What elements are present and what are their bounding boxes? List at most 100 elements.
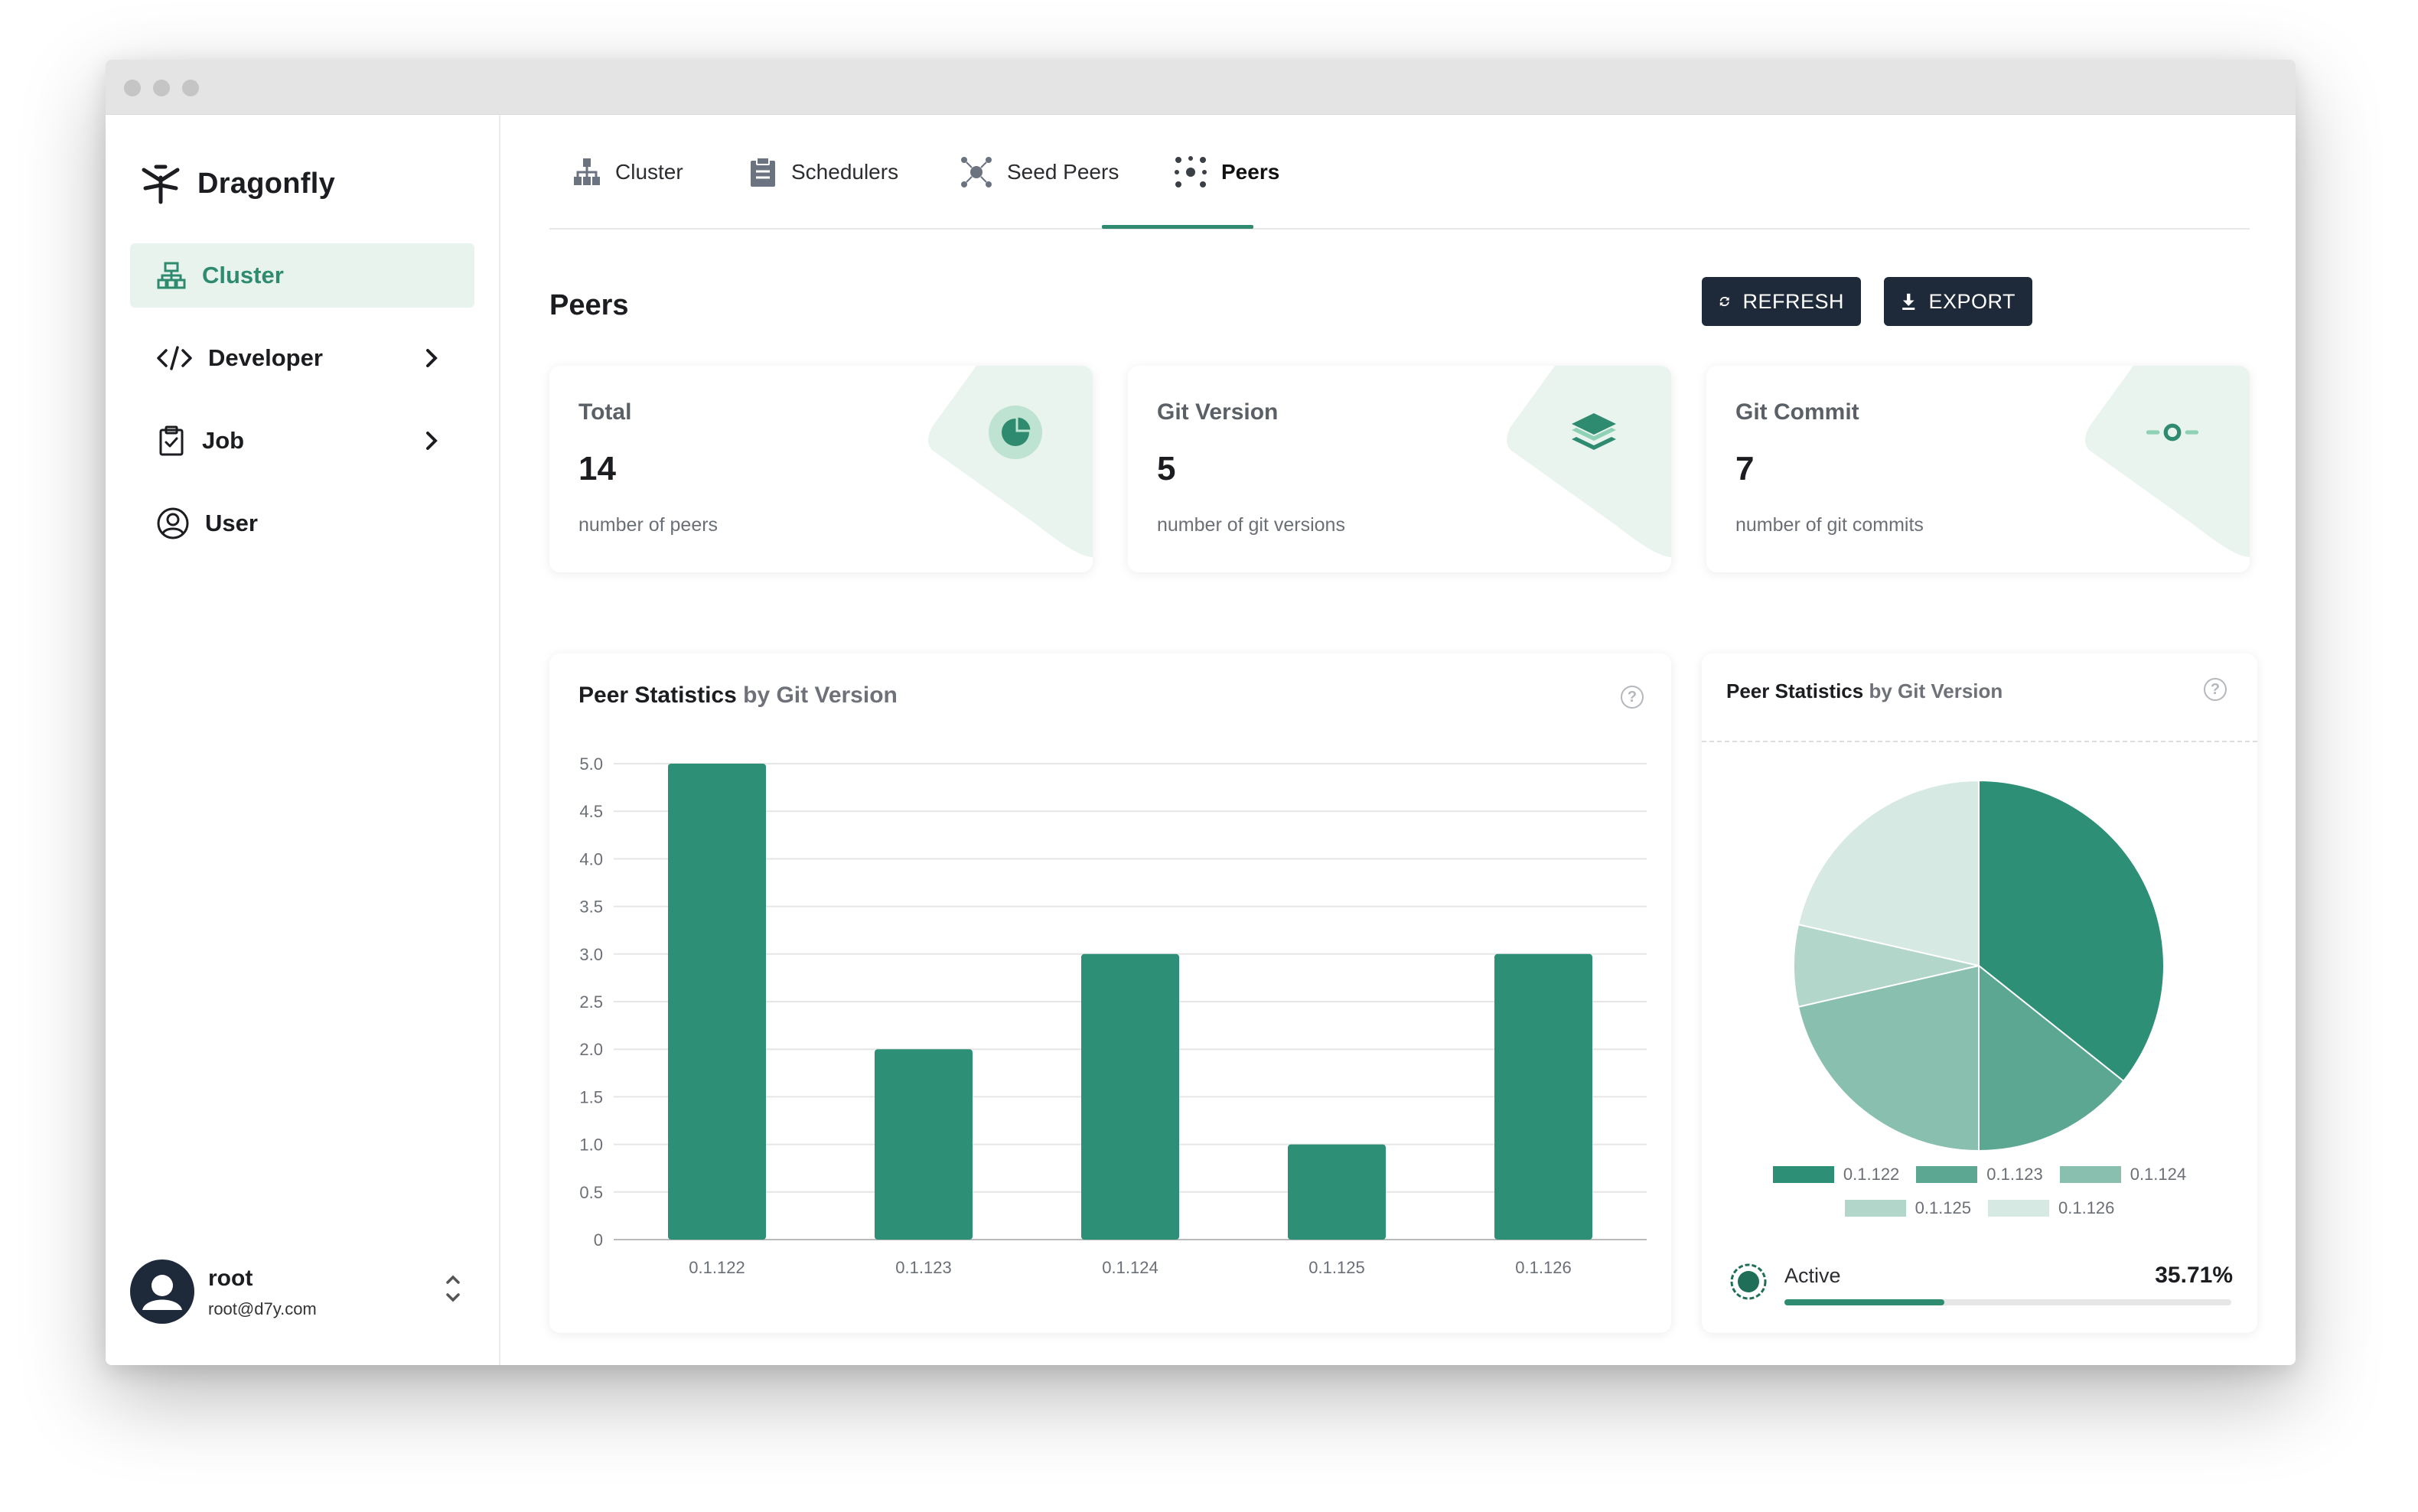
bar[interactable]: [1494, 953, 1592, 1240]
bar[interactable]: [668, 764, 766, 1240]
card-icon: [1567, 406, 1621, 459]
sidebar-item-cluster[interactable]: Cluster: [130, 243, 474, 308]
x-tick-label: 0.1.123: [895, 1258, 951, 1277]
y-tick-label: 1.0: [579, 1136, 603, 1155]
x-tick-label: 0.1.124: [1102, 1258, 1158, 1277]
code-icon: [157, 346, 192, 370]
panel-title-main: Peer Statistics: [578, 683, 737, 708]
tab-seed-peers[interactable]: Seed Peers: [960, 153, 1119, 191]
legend-item[interactable]: 0.1.124: [2059, 1165, 2186, 1185]
window-dot-maximize[interactable]: [182, 80, 199, 96]
sidebar: Dragonfly Cluster Developer: [106, 115, 500, 1365]
export-button[interactable]: EXPORT: [1884, 277, 2032, 326]
chevron-right-icon: [426, 349, 438, 367]
y-tick-label: 3.0: [579, 945, 603, 964]
panel-divider: [1702, 741, 2257, 742]
legend-item[interactable]: 0.1.123: [1916, 1165, 2043, 1185]
card-value: 5: [1157, 450, 1176, 487]
y-tick-label: 1.5: [579, 1087, 603, 1106]
card-value: 7: [1735, 450, 1755, 487]
app-name: Dragonfly: [197, 167, 336, 200]
active-progress-fill: [1784, 1299, 1944, 1305]
y-tick-label: 0: [594, 1230, 603, 1250]
legend-label: 0.1.123: [1986, 1165, 2043, 1184]
window-dot-minimize[interactable]: [153, 80, 170, 96]
page-title: Peers: [549, 289, 629, 321]
legend-label: 0.1.126: [2058, 1198, 2115, 1217]
window-dot-close[interactable]: [124, 80, 141, 96]
x-tick-label: 0.1.125: [1308, 1258, 1364, 1277]
card-icon: [989, 406, 1042, 459]
person-icon: [142, 1275, 182, 1310]
active-percent: 35.71%: [2155, 1263, 2233, 1288]
panel-title-muted: by Git Version: [743, 683, 898, 708]
dragonfly-logo-icon: [142, 165, 180, 204]
user-menu[interactable]: root root@d7y.com: [130, 1255, 474, 1331]
card-title: Total: [578, 399, 632, 425]
pie-slice[interactable]: [1978, 963, 2125, 1152]
stat-card-git-commit: Git Commit 7 number of git commits: [1706, 366, 2250, 572]
panel-title: Peer Statistics by Git Version: [1726, 679, 2003, 703]
refresh-label: REFRESH: [1742, 289, 1844, 313]
card-decoration: [1507, 366, 1671, 557]
sidebar-item-job[interactable]: Job: [130, 409, 474, 473]
sidebar-item-label: User: [205, 510, 258, 536]
pie-chart-icon: [989, 406, 1042, 459]
app-logo[interactable]: Dragonfly: [139, 162, 335, 205]
export-label: EXPORT: [1928, 289, 2016, 313]
sidebar-item-user[interactable]: User: [130, 491, 474, 556]
user-email: root@d7y.com: [208, 1299, 317, 1318]
commit-icon: [2146, 423, 2199, 442]
card-title: Git Commit: [1735, 399, 1859, 425]
peers-icon: [1175, 156, 1207, 187]
legend-swatch: [1844, 1200, 1906, 1217]
help-icon[interactable]: ?: [2204, 678, 2227, 701]
bar[interactable]: [1081, 953, 1179, 1240]
user-name: root: [208, 1266, 253, 1291]
y-tick-label: 2.0: [579, 1040, 603, 1059]
card-description: number of peers: [578, 514, 719, 536]
card-icon: [2146, 406, 2199, 459]
chevron-updown-icon[interactable]: [444, 1272, 462, 1305]
legend-item[interactable]: 0.1.122: [1772, 1165, 1900, 1185]
tab-cluster[interactable]: Cluster: [572, 153, 683, 191]
cluster-icon: [157, 262, 186, 289]
tab-bar: Cluster Schedulers Seed Peers: [549, 115, 2250, 230]
card-description: number of git versions: [1157, 514, 1345, 536]
legend-item[interactable]: 0.1.126: [1988, 1198, 2114, 1218]
user-icon: [157, 507, 189, 539]
legend-label: 0.1.122: [1843, 1165, 1900, 1184]
y-tick-label: 2.5: [579, 992, 603, 1012]
y-tick-label: 3.5: [579, 898, 603, 917]
help-icon[interactable]: ?: [1621, 686, 1644, 709]
tab-schedulers[interactable]: Schedulers: [748, 153, 898, 191]
card-description: number of git commits: [1735, 514, 1924, 536]
chevron-right-icon: [426, 432, 438, 450]
y-tick-label: 5.0: [579, 754, 603, 774]
sidebar-item-developer[interactable]: Developer: [130, 326, 474, 390]
refresh-icon: [1719, 296, 1729, 307]
bar[interactable]: [1288, 1144, 1386, 1240]
stat-card-git-version: Git Version 5 number of git versions: [1128, 366, 1671, 572]
active-progress-track: [1784, 1299, 2231, 1305]
active-status-icon: [1729, 1263, 1768, 1301]
pie-slice[interactable]: [1793, 923, 1980, 1009]
panel-title-main: Peer Statistics: [1726, 679, 1864, 702]
pie-slice[interactable]: [1797, 964, 1980, 1152]
y-tick-label: 4.0: [579, 849, 603, 868]
main-content: Cluster Schedulers Seed Peers: [500, 115, 2296, 1365]
active-tab-indicator: [1102, 225, 1253, 229]
tab-label: Schedulers: [791, 160, 899, 184]
tab-peers[interactable]: Peers: [1174, 153, 1279, 191]
refresh-button[interactable]: REFRESH: [1702, 277, 1861, 326]
y-tick-label: 0.5: [579, 1183, 603, 1202]
pie-legend: 0.1.125 0.1.126: [1702, 1198, 2257, 1218]
bar[interactable]: [875, 1049, 973, 1240]
tab-label: Seed Peers: [1007, 160, 1119, 184]
card-decoration: [928, 366, 1093, 557]
pie-slice[interactable]: [1797, 779, 1980, 967]
x-tick-label: 0.1.122: [689, 1258, 745, 1277]
bar-chart-panel: Peer Statistics by Git Version ? 0 0.5 1.0…: [549, 653, 1671, 1333]
legend-item[interactable]: 0.1.125: [1844, 1198, 1971, 1218]
pie-slice[interactable]: [1978, 779, 2165, 1083]
